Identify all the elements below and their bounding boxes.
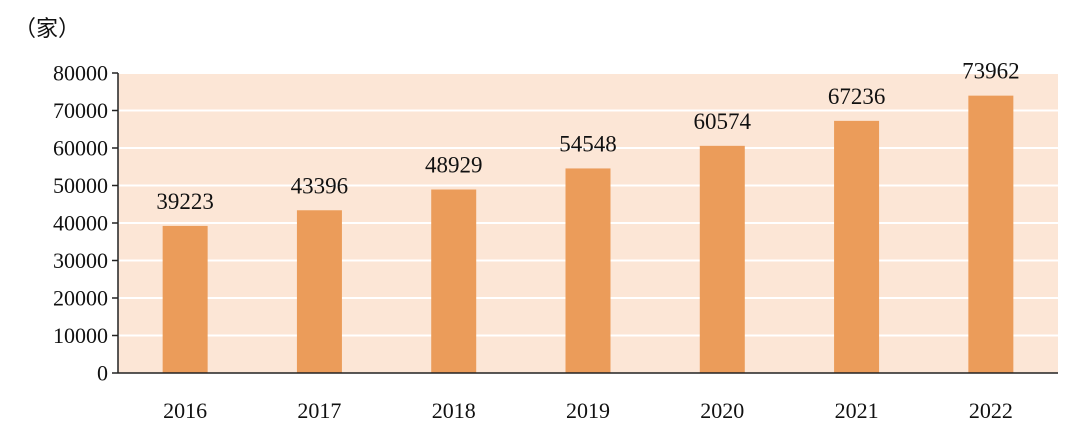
x-tick-label-2019: 2019 [566, 398, 610, 423]
bar-2021 [834, 120, 880, 374]
y-tick-label: 30000 [53, 248, 108, 273]
bar-2016 [162, 225, 208, 373]
x-tick-labels: 2016 2017 2018 2019 2020 2021 2022 [163, 398, 1013, 423]
data-label-2022: 73962 [962, 59, 1020, 84]
bar-2022 [968, 95, 1014, 373]
data-label-2021: 67236 [828, 84, 886, 109]
data-labels: 39223 43396 48929 54548 60574 67236 73962 [156, 59, 1019, 214]
data-label-2020: 60574 [694, 109, 752, 134]
data-label-2018: 48929 [425, 153, 483, 178]
bar-2019 [565, 168, 611, 373]
x-tick-label-2021: 2021 [835, 398, 879, 423]
x-tick-label-2017: 2017 [297, 398, 341, 423]
bar-2018 [431, 189, 477, 373]
axes [112, 72, 1058, 374]
y-tick-label: 50000 [53, 173, 108, 198]
data-label-2019: 54548 [559, 131, 617, 156]
y-tick-labels: 0 10000 20000 30000 40000 50000 60000 70000 8000… [53, 61, 108, 386]
y-tick-label: 20000 [53, 286, 108, 311]
x-tick-label-2020: 2020 [700, 398, 744, 423]
x-tick-label-2022: 2022 [969, 398, 1013, 423]
data-label-2017: 43396 [291, 173, 349, 198]
y-tick-label: 60000 [53, 136, 108, 161]
y-axis-unit-label: （家） [14, 16, 80, 41]
x-tick-label-2018: 2018 [432, 398, 476, 423]
y-tick-label: 70000 [53, 98, 108, 123]
bar-2020 [699, 145, 745, 373]
y-tick-label: 40000 [53, 211, 108, 236]
bar-2017 [296, 210, 342, 373]
bars [162, 95, 1014, 374]
data-label-2016: 39223 [156, 189, 214, 214]
x-tick-label-2016: 2016 [163, 398, 207, 423]
y-tick-label: 0 [97, 361, 108, 386]
y-tick-label: 80000 [53, 61, 108, 86]
y-tick-label: 10000 [53, 323, 108, 348]
